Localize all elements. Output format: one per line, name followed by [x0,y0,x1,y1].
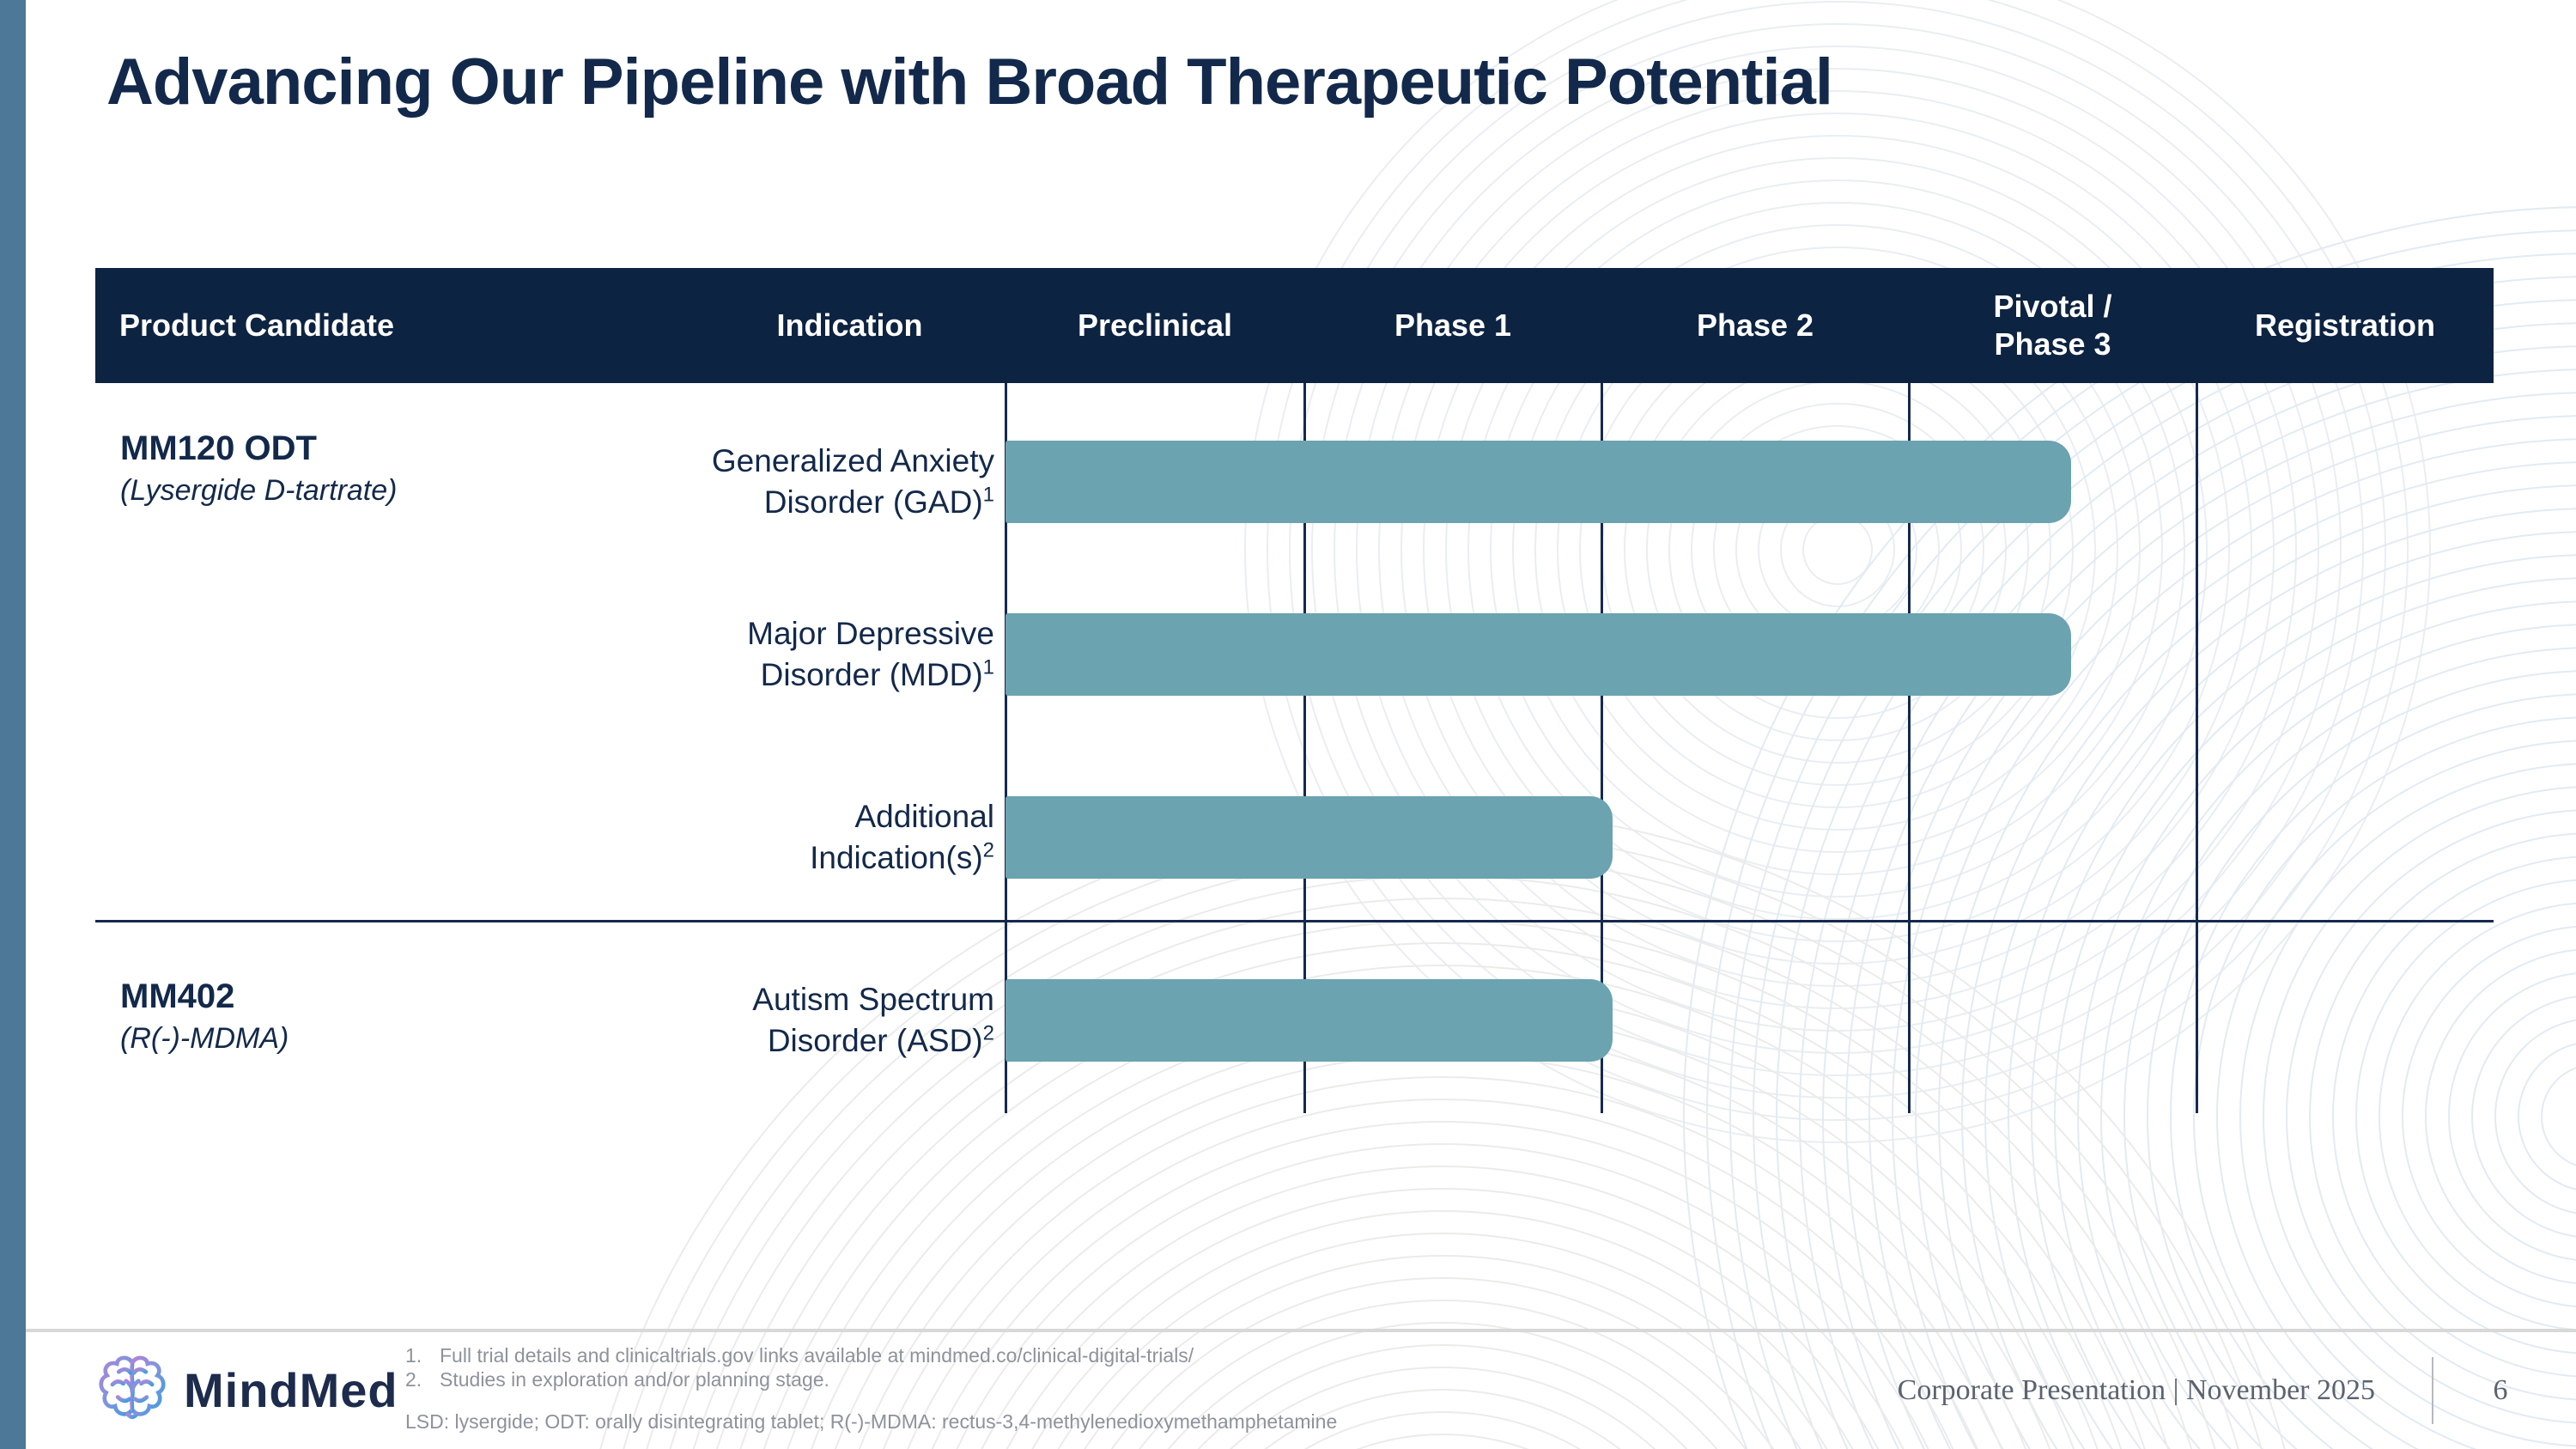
indication-gad-line2: Disorder (GAD)1 [763,483,994,520]
indication-mdd: Major Depressive Disorder (MDD)1 [565,613,994,696]
mindmed-logo-wordmark: MindMed [184,1363,398,1417]
product-compound-mm120: (Lysergide D-tartrate) [120,474,398,507]
indication-additional: Additional Indication(s)2 [565,796,994,879]
header-pivotal-line2: Phase 3 [1994,326,2111,362]
footnote-1-number: 1. [405,1344,422,1367]
footnote-2-number: 2. [405,1368,422,1391]
indication-mdd-line1: Major Depressive [747,616,994,651]
indication-additional-line1: Additional [854,799,994,834]
header-cell-phase2: Phase 2 [1696,307,1814,343]
pipeline-bar-additional [1005,796,1613,879]
pipeline-bar-asd [1005,979,1613,1062]
gridline-registration-right [2196,383,2198,1113]
left-accent-strip [0,0,26,1449]
header-pivotal-line1: Pivotal / [1993,289,2112,324]
header-cell-preclinical: Preclinical [1077,307,1233,343]
product-section-divider [95,920,2494,922]
footer-divider-rule [26,1329,2576,1332]
footnote-ref: 2 [982,838,994,862]
indication-asd-line1: Autism Spectrum [752,982,994,1017]
footnote-1-text: Full trial details and clinicaltrials.go… [440,1344,1194,1367]
indication-asd: Autism Spectrum Disorder (ASD)2 [565,979,994,1062]
footnote-ref: 1 [982,655,994,679]
footnote-ref: 1 [982,483,994,507]
indication-mdd-line2: Disorder (MDD)1 [760,655,994,692]
abbreviations-note: LSD: lysergide; ODT: orally disintegrati… [405,1410,1338,1433]
footnote-2: 2. Studies in exploration and/or plannin… [405,1367,1194,1391]
slide-title: Advancing Our Pipeline with Broad Therap… [106,46,1833,119]
product-compound-mm402: (R(-)-MDMA) [120,1022,289,1055]
footnote-1: 1. Full trial details and clinicaltrials… [405,1343,1194,1367]
indication-gad: Generalized Anxiety Disorder (GAD)1 [565,441,994,523]
indication-gad-line1: Generalized Anxiety [711,443,994,478]
product-name-mm402: MM402 [120,977,235,1015]
footnote-2-text: Studies in exploration and/or planning s… [440,1368,829,1391]
pipeline-bar-mdd [1005,613,2071,696]
header-cell-indication: Indication [776,307,923,343]
footer-vertical-divider [2432,1357,2433,1424]
header-cell-registration: Registration [2254,307,2436,343]
indication-additional-line2: Indication(s)2 [810,838,994,875]
gridline-preclinical-phase1 [1005,383,1007,1113]
mindmed-brain-logo-icon [99,1355,166,1420]
footnotes-list: 1. Full trial details and clinicaltrials… [405,1343,1194,1391]
footer-presentation-label: Corporate Presentation | November 2025 [1897,1374,2375,1406]
footnote-ref: 2 [982,1021,994,1045]
header-cell-pivotal-phase3: Pivotal / Phase 3 [1909,268,2196,383]
product-name-mm120: MM120 ODT [120,429,317,467]
header-cell-phase1: Phase 1 [1394,307,1512,343]
page-number: 6 [2493,1374,2508,1406]
indication-asd-line2: Disorder (ASD)2 [767,1021,994,1058]
pipeline-bar-gad [1005,441,2071,523]
header-cell-product-candidate: Product Candidate [119,307,395,343]
